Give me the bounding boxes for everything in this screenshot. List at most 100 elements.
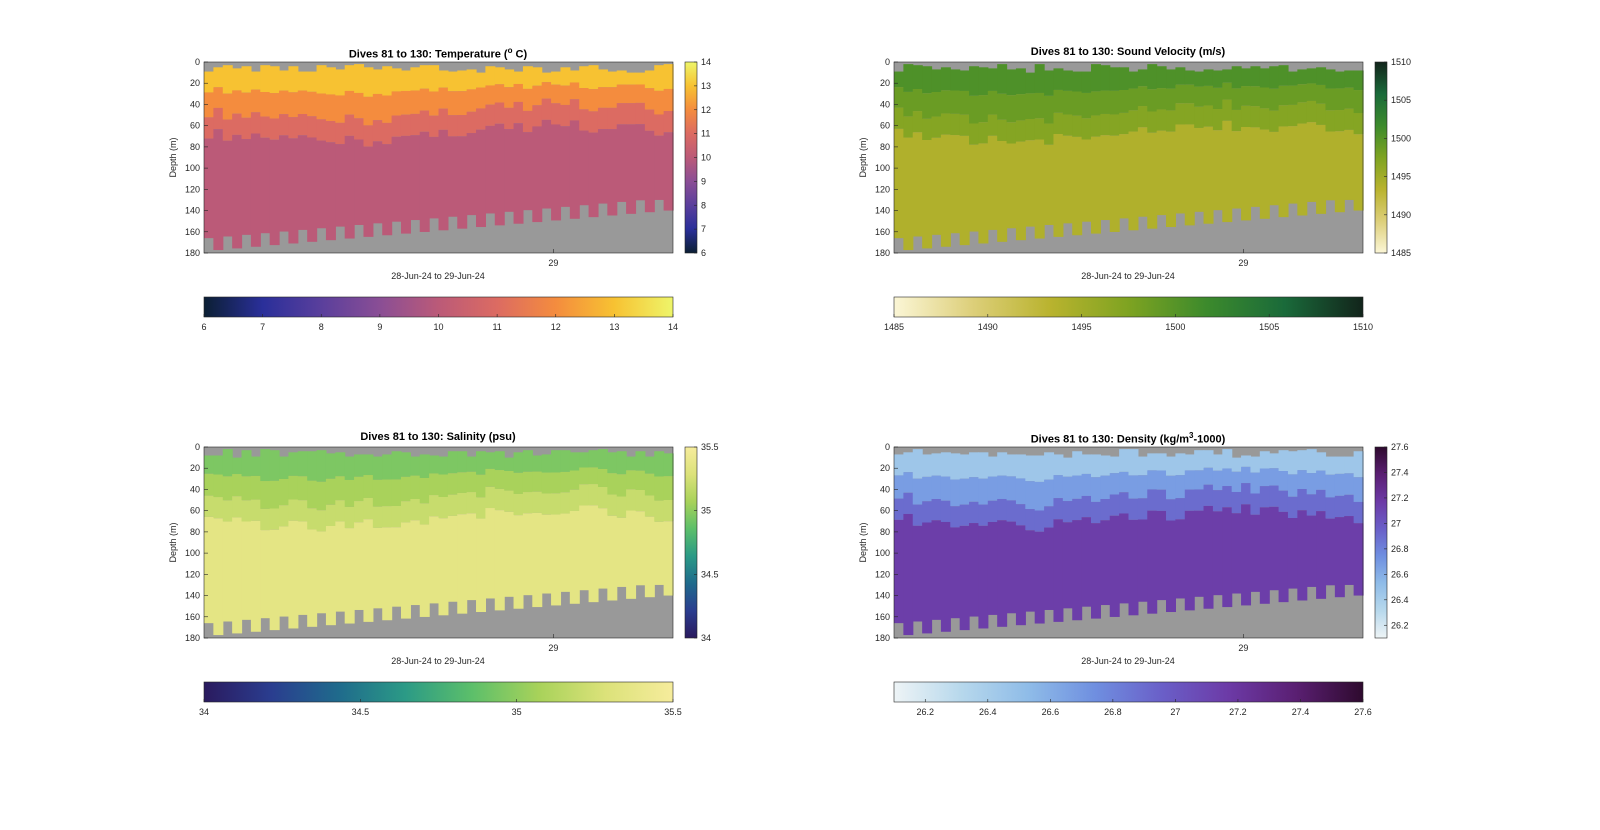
deep-layer-cell <box>1353 134 1364 211</box>
dive-column <box>466 456 477 601</box>
thermocline-cell <box>903 116 914 138</box>
deep-layer-cell <box>1306 515 1317 587</box>
hbar-tick-label: 7 <box>260 322 265 332</box>
surface-layer-cell <box>1287 71 1298 86</box>
dive-column <box>1278 65 1289 218</box>
y-tick-label: 40 <box>880 99 890 109</box>
dive-column <box>335 69 346 227</box>
dive-column <box>410 67 421 221</box>
hbar-tick-label: 27 <box>1170 707 1180 717</box>
surface-layer-cell <box>1072 451 1083 476</box>
hbar-tick-label: 26.4 <box>979 707 997 717</box>
surface-layer-cell <box>1015 454 1026 479</box>
transition-layer-cell <box>931 92 942 117</box>
deep-layer-cell <box>1353 523 1364 596</box>
transition-layer-cell <box>1034 481 1045 511</box>
dive-column <box>1166 69 1176 228</box>
deep-layer-cell <box>382 144 393 236</box>
transition-layer-cell <box>410 475 421 499</box>
deep-layer-cell <box>447 515 458 602</box>
transition-layer-cell <box>1241 466 1252 484</box>
dive-column <box>922 66 933 249</box>
surface-layer-cell <box>644 456 655 474</box>
thermocline-cell <box>429 495 440 517</box>
deep-layer-cell <box>1034 139 1045 239</box>
surface-layer-cell <box>297 71 308 91</box>
surface-layer-cell <box>1090 454 1101 478</box>
transition-layer-cell <box>400 90 411 115</box>
thermocline-cell <box>969 123 980 145</box>
deep-layer-cell <box>213 129 224 251</box>
transition-layer-cell <box>447 91 458 116</box>
deep-layer-cell <box>410 520 421 606</box>
thermocline-cell <box>1100 499 1111 521</box>
thermocline-cell <box>560 492 571 514</box>
deep-layer-cell <box>429 516 440 604</box>
thermocline-cell <box>1100 113 1111 136</box>
surface-layer-cell <box>1137 456 1148 476</box>
colorbar-tick-label: 6 <box>701 248 706 258</box>
surface-layer-cell <box>616 70 627 85</box>
surface-layer-cell <box>288 452 299 476</box>
thermocline-cell <box>588 484 599 506</box>
sound-velocity-heatmap: 0 20 40 60 80 100 120 140 160 180 Depth (m) 29 1485 1… <box>858 57 1411 332</box>
deep-layer-cell <box>438 129 449 231</box>
surface-layer-cell <box>1156 66 1167 89</box>
deep-layer-cell <box>335 521 346 612</box>
transition-layer-cell <box>588 467 599 485</box>
deep-layer-cell <box>354 139 365 225</box>
x-tick-label: 29 <box>548 643 558 653</box>
surface-layer-cell <box>1137 69 1148 87</box>
surface-layer-cell <box>1147 453 1158 471</box>
dive-column <box>457 451 468 614</box>
surface-layer-cell <box>504 457 515 471</box>
y-tick-label: 180 <box>185 633 200 643</box>
transition-layer-cell <box>335 476 346 501</box>
thermocline-cell <box>485 104 496 126</box>
colorbar-tick-label: 26.4 <box>1391 595 1409 605</box>
dive-column <box>513 452 524 609</box>
surface-layer-cell <box>569 70 580 83</box>
thermocline-cell <box>504 107 515 130</box>
dive-column <box>438 456 449 616</box>
dive-column <box>1137 69 1148 217</box>
dive-column <box>1166 456 1176 613</box>
dive-column <box>232 457 243 634</box>
dive-column <box>494 67 505 226</box>
deep-layer-cell <box>363 519 374 622</box>
dive-column <box>1034 64 1045 239</box>
surface-layer-cell <box>654 65 665 91</box>
surface-layer-cell <box>232 457 243 475</box>
transition-layer-cell <box>912 478 923 505</box>
y-tick-label: 60 <box>880 121 890 131</box>
dive-column <box>1025 455 1036 612</box>
hbar-tick-label: 26.8 <box>1104 707 1122 717</box>
thermocline-cell <box>1334 110 1345 132</box>
deep-layer-cell <box>1297 123 1308 216</box>
transition-layer-cell <box>532 85 543 106</box>
transition-layer-cell <box>1212 470 1223 491</box>
dive-column <box>1062 457 1073 609</box>
surface-layer-cell <box>1334 71 1345 89</box>
plot-frame <box>893 446 1364 639</box>
deep-layer-cell <box>588 132 599 218</box>
deep-layer-cell <box>1250 127 1261 207</box>
dive-column <box>260 449 271 619</box>
deep-layer-cell <box>1025 140 1036 227</box>
thermocline-cell <box>372 120 383 142</box>
dive-column <box>204 71 214 239</box>
dive-column <box>1306 449 1317 587</box>
deep-layer-cell <box>1128 519 1139 616</box>
dive-column <box>429 65 440 219</box>
transition-layer-cell <box>1184 470 1195 490</box>
deep-layer-cell <box>1325 131 1336 201</box>
surface-layer-cell <box>532 67 543 86</box>
thermocline-cell <box>654 114 665 136</box>
transition-layer-cell <box>1025 93 1036 120</box>
dive-column <box>1222 449 1233 608</box>
surface-layer-cell <box>922 454 933 477</box>
deep-layer-cell <box>532 126 543 223</box>
surface-layer-cell <box>1287 451 1298 475</box>
surface-layer-cell <box>1128 449 1139 476</box>
deep-layer-cell <box>1053 134 1064 237</box>
